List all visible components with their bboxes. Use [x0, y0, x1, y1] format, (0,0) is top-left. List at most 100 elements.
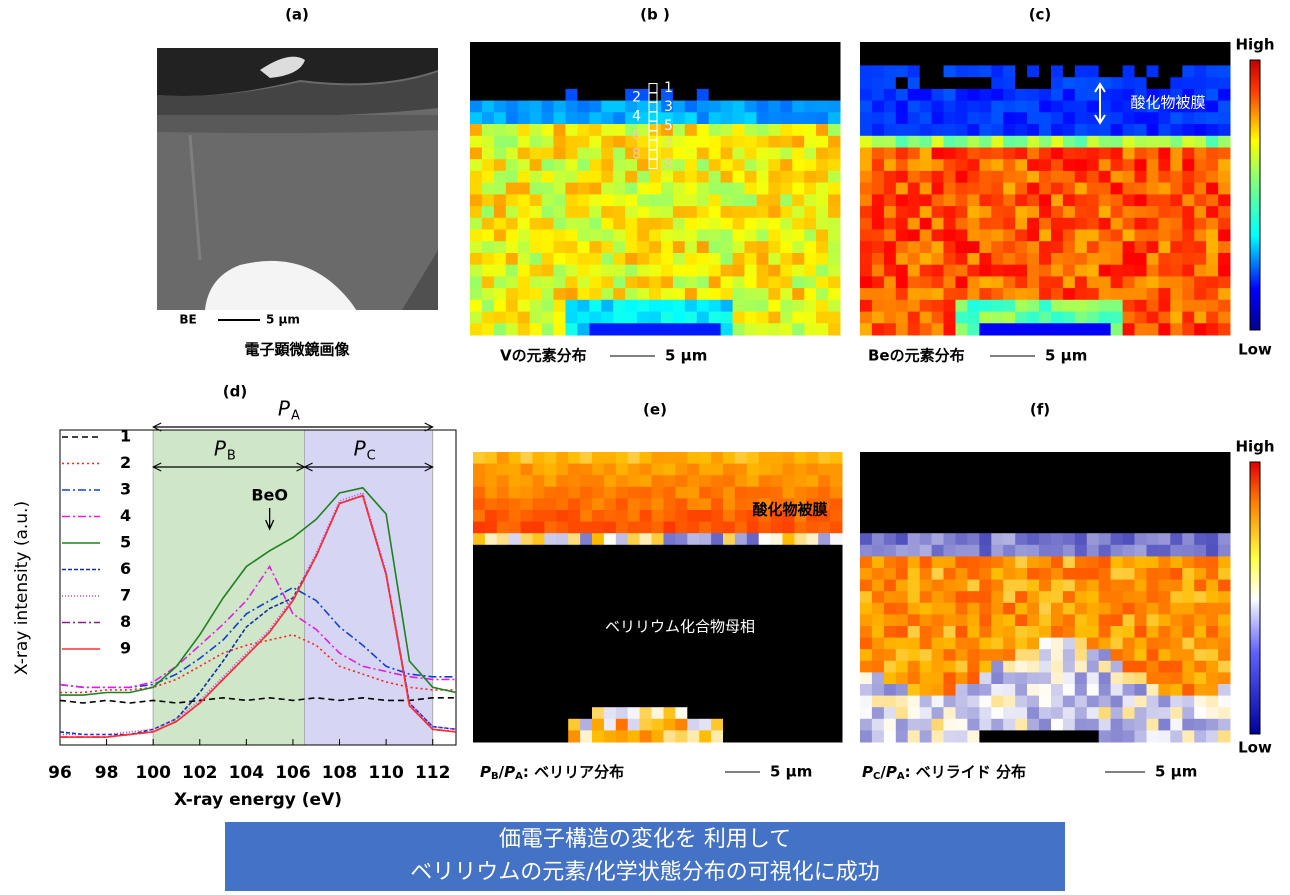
map-pixel: [860, 183, 872, 195]
map-pixel: [1099, 661, 1111, 673]
map-pixel: [780, 206, 792, 218]
map-pixel: [1003, 124, 1015, 136]
map-pixel: [1063, 159, 1075, 171]
map-pixel: [1206, 265, 1218, 277]
map-pixel: [1099, 65, 1111, 77]
map-pixel: [506, 194, 518, 206]
map-pixel: [967, 707, 979, 719]
map-pixel: [485, 545, 497, 557]
map-pixel: [687, 591, 699, 603]
map-pixel: [518, 101, 530, 113]
map-pixel: [956, 591, 968, 603]
map-pixel: [828, 218, 840, 230]
map-pixel: [509, 556, 521, 568]
map-pixel: [818, 707, 830, 719]
map-pixel: [920, 510, 932, 522]
map-pixel: [745, 312, 757, 324]
map-pixel: [699, 580, 711, 592]
map-pixel: [494, 101, 506, 113]
map-pixel: [509, 603, 521, 615]
map-pixel: [556, 661, 568, 673]
map-pixel: [711, 522, 723, 534]
point-label: 7: [664, 137, 673, 153]
map-pixel: [577, 124, 589, 136]
map-pixel: [533, 522, 545, 534]
map-pixel: [568, 684, 580, 696]
map-pixel: [908, 522, 920, 534]
map-pixel: [1087, 591, 1099, 603]
map-pixel: [735, 591, 747, 603]
map-pixel: [506, 265, 518, 277]
region-sub: A: [291, 409, 300, 424]
map-pixel: [577, 218, 589, 230]
map-pixel: [920, 591, 932, 603]
map-pixel: [580, 533, 592, 545]
map-pixel: [652, 649, 664, 661]
map-pixel: [1170, 159, 1182, 171]
map-pixel: [1135, 684, 1147, 696]
map-pixel: [637, 265, 649, 277]
map-pixel: [1051, 568, 1063, 580]
map-pixel: [932, 730, 944, 742]
map-pixel: [1194, 183, 1206, 195]
map-pixel: [780, 265, 792, 277]
map-pixel: [616, 452, 628, 464]
map-pixel: [806, 464, 818, 476]
map-pixel: [920, 101, 932, 113]
map-pixel: [979, 136, 991, 148]
map-pixel: [1135, 124, 1147, 136]
map-pixel: [806, 568, 818, 580]
map-pixel: [687, 707, 699, 719]
map-pixel: [1135, 54, 1147, 66]
map-pixel: [944, 591, 956, 603]
map-pixel: [1147, 498, 1159, 510]
map-pixel: [804, 323, 816, 335]
map-pixel: [944, 77, 956, 89]
map-pixel: [1147, 206, 1159, 218]
map-pixel: [1051, 241, 1063, 253]
map-pixel: [944, 533, 956, 545]
map-pixel: [685, 230, 697, 242]
map-pixel: [640, 475, 652, 487]
map-pixel: [944, 452, 956, 464]
map-pixel: [1099, 510, 1111, 522]
map-pixel: [1039, 183, 1051, 195]
map-pixel: [649, 112, 661, 124]
map-pixel: [1158, 545, 1170, 557]
map-pixel: [745, 112, 757, 124]
map-pixel: [818, 533, 830, 545]
map-pixel: [473, 452, 485, 464]
map-pixel: [908, 42, 920, 54]
map-pixel: [1182, 276, 1194, 288]
map-pixel: [566, 101, 578, 113]
map-pixel: [1087, 614, 1099, 626]
map-pixel: [1015, 568, 1027, 580]
map-pixel: [1170, 276, 1182, 288]
map-pixel: [757, 241, 769, 253]
map-pixel: [1075, 475, 1087, 487]
map-pixel: [991, 614, 1003, 626]
map-pixel: [1218, 253, 1230, 265]
map-pixel: [757, 265, 769, 277]
map-pixel: [533, 475, 545, 487]
map-pixel: [601, 101, 613, 113]
map-pixel: [589, 77, 601, 89]
map-pixel: [1039, 241, 1051, 253]
map-pixel: [711, 510, 723, 522]
map-pixel: [709, 65, 721, 77]
map-pixel: [830, 626, 842, 638]
map-pixel: [687, 649, 699, 661]
map-pixel: [675, 707, 687, 719]
map-pixel: [1194, 464, 1206, 476]
map-pixel: [1099, 730, 1111, 742]
map-pixel: [818, 649, 830, 661]
map-pixel: [1039, 638, 1051, 650]
map-pixel: [649, 171, 661, 183]
map-pixel: [1194, 568, 1206, 580]
map-pixel: [687, 672, 699, 684]
map-pixel: [896, 300, 908, 312]
map-pixel: [967, 510, 979, 522]
map-pixel: [664, 545, 676, 557]
map-pixel: [542, 136, 554, 148]
map-pixel: [908, 684, 920, 696]
